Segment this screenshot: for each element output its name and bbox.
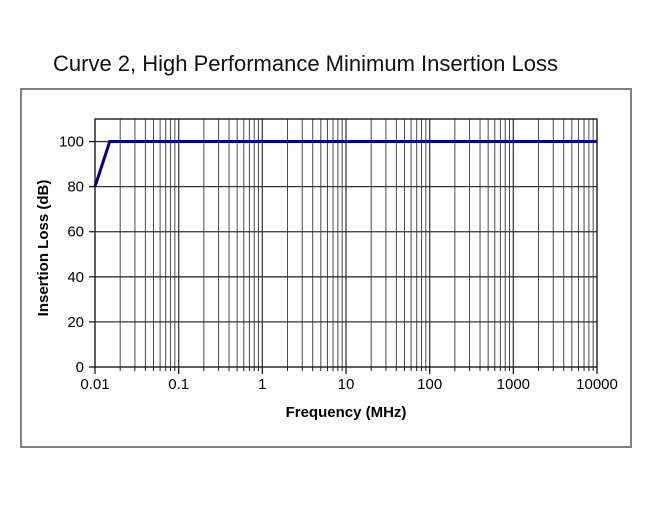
- x-gridlines: [119, 119, 594, 367]
- y-axis-label: Insertion Loss (dB): [35, 180, 52, 317]
- x-tick-label: 10: [338, 376, 355, 393]
- x-tick-label: 0.01: [80, 376, 109, 393]
- axis-ticks: [89, 140, 598, 374]
- y-tick-label: 20: [67, 314, 84, 331]
- x-axis-label: Frequency (MHz): [286, 404, 407, 421]
- x-tick-label: 0.1: [168, 376, 189, 393]
- x-tick-label: 1: [258, 376, 266, 393]
- x-tick-label: 10000: [576, 376, 618, 393]
- y-tick-label: 80: [67, 179, 84, 196]
- x-tick-labels: 0.01 0.1 1 10 100 1000 10000: [80, 376, 617, 393]
- series-line: [93, 140, 597, 188]
- y-tick-labels: 0 20 40 60 80 100: [59, 134, 84, 376]
- x-tick-label: 1000: [497, 376, 530, 393]
- plot-border: [94, 118, 598, 368]
- x-tick-label: 100: [417, 376, 442, 393]
- y-tick-label: 0: [76, 359, 84, 376]
- y-tick-label: 60: [67, 224, 84, 241]
- chart-title: Curve 2, High Performance Minimum Insert…: [53, 51, 558, 76]
- y-tick-label: 40: [67, 269, 84, 286]
- chart-frame: [20, 88, 632, 448]
- y-tick-label: 100: [59, 134, 84, 151]
